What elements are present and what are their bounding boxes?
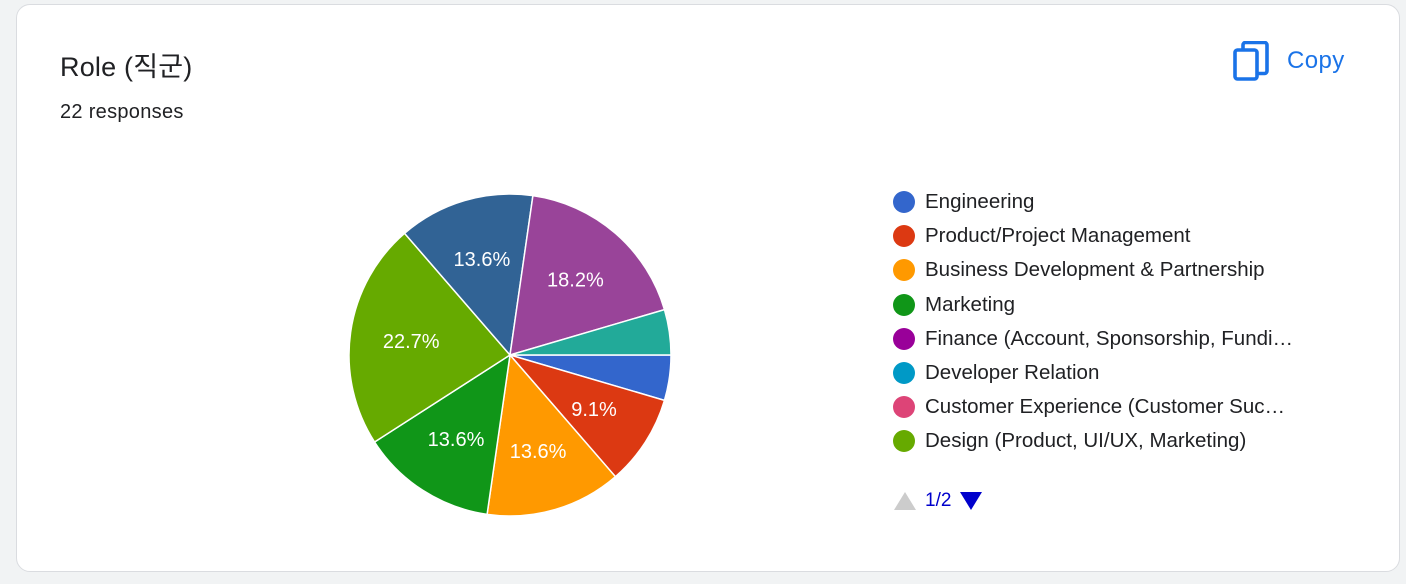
- copy-icon: [1233, 41, 1269, 81]
- pie-svg: 9.1%13.6%13.6%22.7%13.6%18.2%: [348, 193, 672, 517]
- copy-button[interactable]: Copy: [1225, 35, 1353, 87]
- legend-label: Design (Product, UI/UX, Marketing): [925, 429, 1247, 453]
- page-indicator: 1/2: [925, 490, 952, 511]
- pie-slice[interactable]: [348, 232, 512, 444]
- legend-color-dot: [893, 259, 915, 282]
- slice-percent-label: 22.7%: [383, 331, 440, 353]
- legend-color-dot: [893, 430, 915, 453]
- legend-item[interactable]: Product/Project Management: [893, 219, 1323, 253]
- page-down-icon[interactable]: [959, 490, 983, 512]
- pie-slice[interactable]: [507, 353, 666, 478]
- slice-percent-label: 13.6%: [454, 249, 511, 271]
- legend-item[interactable]: Customer Experience (Customer Suc…: [893, 390, 1323, 424]
- legend-label: Business Development & Partnership: [925, 258, 1265, 282]
- legend-color-dot: [893, 396, 915, 419]
- legend-color-dot: [893, 293, 915, 316]
- legend-color-dot: [893, 327, 915, 350]
- chart-legend: Engineering Product/Project Management Bus…: [893, 185, 1323, 459]
- legend-color-dot: [893, 191, 915, 214]
- response-count: 22 responses: [60, 101, 184, 123]
- legend-item[interactable]: Finance (Account, Sponsorship, Fundi…: [893, 322, 1323, 356]
- pie-slice[interactable]: [486, 353, 617, 517]
- legend-item[interactable]: Design (Product, UI/UX, Marketing): [893, 424, 1323, 458]
- legend-item[interactable]: Marketing: [893, 288, 1323, 322]
- question-title: Role (직군): [60, 52, 193, 82]
- legend-pager: 1/2: [893, 490, 983, 512]
- chart-card: Role (직군) 22 responses Copy 9.1% 13.6% 13.…: [16, 4, 1400, 572]
- legend-label: Marketing: [925, 292, 1016, 316]
- legend-item[interactable]: Developer Relation: [893, 356, 1323, 390]
- slice-percent-label: 18.2%: [547, 270, 604, 292]
- legend-item[interactable]: Engineering: [893, 185, 1323, 219]
- legend-label: Engineering: [925, 190, 1035, 214]
- copy-label: Copy: [1287, 47, 1345, 74]
- slice-percent-label: 13.6%: [428, 429, 485, 451]
- legend-color-dot: [893, 225, 915, 248]
- pie-slice[interactable]: [373, 353, 511, 516]
- pie-slice[interactable]: [509, 194, 666, 357]
- legend-label: Product/Project Management: [925, 224, 1191, 248]
- legend-item[interactable]: Business Development & Partnership: [893, 253, 1323, 287]
- pie-chart: 9.1% 13.6% 13.6% 22.7% 13.6% 18.2%: [317, 175, 677, 535]
- pie-slice[interactable]: [509, 308, 672, 356]
- legend-color-dot: [893, 362, 915, 385]
- page-up-icon[interactable]: [893, 490, 917, 512]
- legend-label: Finance (Account, Sponsorship, Fundi…: [925, 326, 1294, 350]
- pie-slice[interactable]: [403, 193, 534, 357]
- slice-percent-label: 9.1%: [571, 399, 617, 421]
- legend-label: Customer Experience (Customer Suc…: [925, 395, 1286, 419]
- slice-percent-label: 13.6%: [510, 441, 567, 463]
- legend-label: Developer Relation: [925, 361, 1100, 385]
